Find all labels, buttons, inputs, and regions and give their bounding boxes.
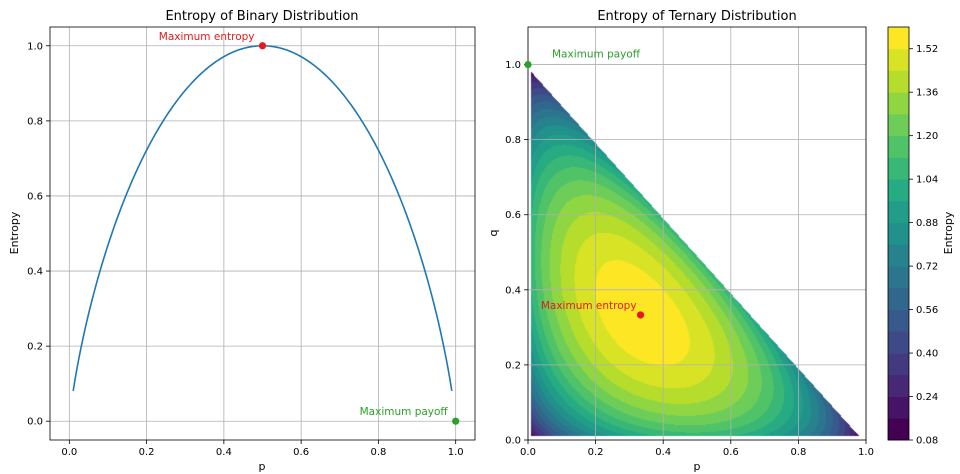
binary-y-tick-label: 0.0 [27, 417, 43, 428]
binary-chart-title: Entropy of Binary Distribution [165, 9, 358, 24]
binary-axes-frame [49, 26, 476, 441]
colorbar-band [888, 331, 909, 354]
colorbar-band [888, 113, 909, 137]
binary-x-label: p [259, 460, 266, 473]
colorbar-tick-label: 1.04 [916, 175, 938, 186]
binary-max-entropy-label: Maximum entropy [159, 31, 255, 43]
ternary-x-tick-label: 0.2 [588, 447, 604, 458]
ternary-x-label: p [694, 460, 701, 473]
ternary-y-tick-label: 0.4 [505, 285, 521, 296]
ternary-x-tick-label: 0.8 [790, 447, 806, 458]
colorbar-band [888, 396, 909, 419]
ternary-y-tick-label: 0.2 [505, 360, 521, 371]
colorbar-tick-label: 0.56 [916, 305, 938, 316]
binary-y-tick-label: 0.2 [27, 342, 43, 353]
ternary-y-tick-label: 0.0 [505, 436, 521, 447]
ternary-max-payoff-label: Maximum payoff [552, 49, 641, 61]
colorbar-tick-label: 1.52 [916, 44, 938, 55]
ternary-entropy-chart: Entropy of Ternary Distribution 0.0 0.2 0.… [487, 9, 874, 473]
colorbar-band [888, 27, 909, 50]
colorbar-bands [888, 27, 909, 441]
ternary-chart-title: Entropy of Ternary Distribution [597, 9, 796, 24]
ternary-ticks: 0.0 0.2 0.4 0.6 0.8 1.0 0.0 0.2 0.4 0.6 0.8 1.0 [505, 60, 874, 458]
binary-y-tick-label: 1.0 [27, 41, 43, 52]
binary-annotations: Maximum entropy Maximum payoff [159, 31, 460, 425]
binary-ticks: 0.0 0.2 0.4 0.6 0.8 1.0 0.0 0.2 0.4 0.6 0.8 1.0 [27, 41, 464, 458]
binary-max-payoff-point [452, 417, 460, 425]
colorbar: 0.08 0.24 0.40 0.56 0.72 0.88 1.04 1.20 1.36 1.52… [887, 26, 955, 447]
colorbar-band [888, 266, 909, 289]
ternary-axes-frame [527, 26, 867, 441]
binary-y-tick-label: 0.4 [27, 267, 43, 278]
colorbar-band [888, 244, 909, 267]
binary-x-tick-label: 0.0 [61, 447, 77, 458]
binary-x-tick-label: 0.8 [370, 447, 386, 458]
binary-x-tick-label: 1.0 [448, 447, 464, 458]
binary-y-tick-label: 0.6 [27, 191, 43, 202]
colorbar-band [888, 179, 909, 202]
ternary-max-entropy-point [636, 311, 645, 319]
colorbar-ticks: 0.08 0.24 0.40 0.56 0.72 0.88 1.04 1.20 1.36 1.52 [909, 44, 938, 447]
colorbar-band [888, 157, 909, 180]
ternary-max-entropy-label: Maximum entropy [541, 300, 637, 312]
colorbar-band [888, 374, 909, 397]
colorbar-band [888, 200, 909, 224]
binary-y-label: Entropy [8, 211, 21, 254]
binary-entropy-chart: Entropy of Binary Distribution 0.0 0.2 0.4… [8, 9, 476, 473]
binary-max-payoff-label: Maximum payoff [360, 406, 449, 418]
binary-y-tick-label: 0.8 [27, 116, 43, 127]
binary-max-entropy-point [258, 42, 267, 50]
colorbar-band [888, 92, 909, 115]
binary-entropy-line [72, 44, 453, 392]
colorbar-band [888, 70, 909, 93]
binary-plot-area [72, 44, 453, 392]
colorbar-frame [887, 26, 910, 441]
ternary-x-tick-label: 0.4 [655, 447, 671, 458]
ternary-y-tick-label: 0.8 [505, 135, 521, 146]
ternary-max-payoff-point [524, 60, 532, 69]
ternary-x-tick-label: 0.0 [520, 447, 536, 458]
binary-x-tick-label: 0.4 [216, 447, 232, 458]
ternary-y-label: q [487, 230, 500, 237]
colorbar-tick-label: 0.40 [916, 349, 938, 360]
ternary-y-tick-label: 0.6 [505, 210, 521, 221]
colorbar-tick-label: 0.24 [916, 392, 938, 403]
ternary-x-tick-label: 1.0 [858, 447, 874, 458]
colorbar-tick-label: 1.36 [916, 88, 938, 99]
colorbar-band [888, 135, 909, 158]
colorbar-label: Entropy [942, 211, 955, 254]
binary-x-tick-label: 0.6 [293, 447, 309, 458]
ternary-y-tick-label: 1.0 [505, 60, 521, 71]
colorbar-band [888, 353, 909, 376]
binary-grid [50, 27, 475, 440]
colorbar-tick-label: 1.20 [916, 131, 938, 142]
ternary-plot-area [528, 27, 866, 440]
colorbar-band [888, 309, 909, 332]
ternary-x-tick-label: 0.6 [723, 447, 739, 458]
ternary-annotations: Maximum entropy Maximum payoff [524, 49, 645, 319]
colorbar-band [888, 48, 909, 71]
binary-x-tick-label: 0.2 [139, 447, 155, 458]
colorbar-band [888, 418, 909, 441]
colorbar-band [888, 222, 909, 245]
colorbar-tick-label: 0.08 [916, 436, 938, 447]
colorbar-tick-label: 0.88 [916, 218, 938, 229]
colorbar-tick-label: 0.72 [916, 262, 938, 273]
ternary-entropy-contour [528, 27, 866, 440]
colorbar-band [888, 287, 909, 310]
